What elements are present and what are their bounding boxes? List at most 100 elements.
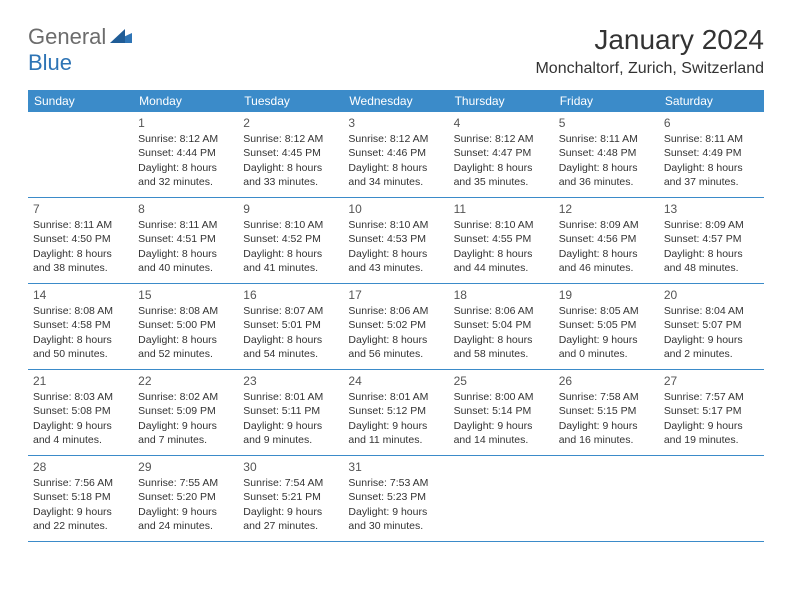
- sunrise-text: Sunrise: 7:57 AM: [664, 390, 759, 404]
- daylight-text: Daylight: 9 hours: [138, 419, 233, 433]
- daylight-text: and 14 minutes.: [454, 433, 549, 447]
- day-number: 29: [138, 459, 233, 475]
- day-number: 16: [243, 287, 338, 303]
- day-cell: 12Sunrise: 8:09 AMSunset: 4:56 PMDayligh…: [554, 198, 659, 283]
- weekday-header: Friday: [554, 90, 659, 112]
- sunset-text: Sunset: 4:48 PM: [559, 146, 654, 160]
- day-number: 12: [559, 201, 654, 217]
- weekday-header: Sunday: [28, 90, 133, 112]
- daylight-text: Daylight: 8 hours: [243, 333, 338, 347]
- day-number: 17: [348, 287, 443, 303]
- week-row: 1Sunrise: 8:12 AMSunset: 4:44 PMDaylight…: [28, 112, 764, 198]
- sunrise-text: Sunrise: 8:07 AM: [243, 304, 338, 318]
- daylight-text: and 37 minutes.: [664, 175, 759, 189]
- month-title: January 2024: [535, 24, 764, 56]
- sunrise-text: Sunrise: 7:54 AM: [243, 476, 338, 490]
- sunset-text: Sunset: 4:47 PM: [454, 146, 549, 160]
- day-number: 2: [243, 115, 338, 131]
- daylight-text: and 38 minutes.: [33, 261, 128, 275]
- sunset-text: Sunset: 4:56 PM: [559, 232, 654, 246]
- day-number: 5: [559, 115, 654, 131]
- sunrise-text: Sunrise: 8:05 AM: [559, 304, 654, 318]
- day-cell: 27Sunrise: 7:57 AMSunset: 5:17 PMDayligh…: [659, 370, 764, 455]
- daylight-text: Daylight: 9 hours: [559, 419, 654, 433]
- sunset-text: Sunset: 4:58 PM: [33, 318, 128, 332]
- day-number: 27: [664, 373, 759, 389]
- week-row: 21Sunrise: 8:03 AMSunset: 5:08 PMDayligh…: [28, 370, 764, 456]
- daylight-text: and 2 minutes.: [664, 347, 759, 361]
- sunset-text: Sunset: 5:04 PM: [454, 318, 549, 332]
- sunrise-text: Sunrise: 8:08 AM: [33, 304, 128, 318]
- day-cell: 24Sunrise: 8:01 AMSunset: 5:12 PMDayligh…: [343, 370, 448, 455]
- daylight-text: Daylight: 9 hours: [348, 505, 443, 519]
- daylight-text: and 19 minutes.: [664, 433, 759, 447]
- daylight-text: Daylight: 8 hours: [33, 333, 128, 347]
- daylight-text: and 40 minutes.: [138, 261, 233, 275]
- daylight-text: and 50 minutes.: [33, 347, 128, 361]
- day-number: 1: [138, 115, 233, 131]
- daylight-text: and 41 minutes.: [243, 261, 338, 275]
- location: Monchaltorf, Zurich, Switzerland: [535, 60, 764, 78]
- day-cell: 7Sunrise: 8:11 AMSunset: 4:50 PMDaylight…: [28, 198, 133, 283]
- day-cell: 28Sunrise: 7:56 AMSunset: 5:18 PMDayligh…: [28, 456, 133, 541]
- daylight-text: Daylight: 8 hours: [138, 161, 233, 175]
- day-cell: 31Sunrise: 7:53 AMSunset: 5:23 PMDayligh…: [343, 456, 448, 541]
- sunrise-text: Sunrise: 7:55 AM: [138, 476, 233, 490]
- title-block: January 2024 Monchaltorf, Zurich, Switze…: [535, 24, 764, 78]
- daylight-text: Daylight: 8 hours: [33, 247, 128, 261]
- sunrise-text: Sunrise: 8:00 AM: [454, 390, 549, 404]
- sunset-text: Sunset: 5:02 PM: [348, 318, 443, 332]
- day-cell: [449, 456, 554, 541]
- sunset-text: Sunset: 5:12 PM: [348, 404, 443, 418]
- day-cell: 25Sunrise: 8:00 AMSunset: 5:14 PMDayligh…: [449, 370, 554, 455]
- daylight-text: Daylight: 8 hours: [243, 247, 338, 261]
- sunset-text: Sunset: 5:08 PM: [33, 404, 128, 418]
- sunrise-text: Sunrise: 8:09 AM: [559, 218, 654, 232]
- daylight-text: Daylight: 9 hours: [348, 419, 443, 433]
- day-number: 11: [454, 201, 549, 217]
- sunset-text: Sunset: 5:21 PM: [243, 490, 338, 504]
- day-number: 18: [454, 287, 549, 303]
- daylight-text: and 52 minutes.: [138, 347, 233, 361]
- day-cell: 17Sunrise: 8:06 AMSunset: 5:02 PMDayligh…: [343, 284, 448, 369]
- sunrise-text: Sunrise: 8:11 AM: [559, 132, 654, 146]
- sunrise-text: Sunrise: 7:58 AM: [559, 390, 654, 404]
- sunset-text: Sunset: 4:45 PM: [243, 146, 338, 160]
- day-cell: 3Sunrise: 8:12 AMSunset: 4:46 PMDaylight…: [343, 112, 448, 197]
- sunset-text: Sunset: 5:23 PM: [348, 490, 443, 504]
- day-number: 13: [664, 201, 759, 217]
- sunset-text: Sunset: 5:07 PM: [664, 318, 759, 332]
- daylight-text: and 24 minutes.: [138, 519, 233, 533]
- day-number: 10: [348, 201, 443, 217]
- sunset-text: Sunset: 4:52 PM: [243, 232, 338, 246]
- weekday-header: Tuesday: [238, 90, 343, 112]
- daylight-text: and 32 minutes.: [138, 175, 233, 189]
- daylight-text: Daylight: 8 hours: [138, 247, 233, 261]
- weekday-header: Saturday: [659, 90, 764, 112]
- day-cell: 23Sunrise: 8:01 AMSunset: 5:11 PMDayligh…: [238, 370, 343, 455]
- day-cell: 5Sunrise: 8:11 AMSunset: 4:48 PMDaylight…: [554, 112, 659, 197]
- daylight-text: Daylight: 9 hours: [138, 505, 233, 519]
- daylight-text: Daylight: 8 hours: [454, 333, 549, 347]
- sunrise-text: Sunrise: 8:12 AM: [348, 132, 443, 146]
- day-number: 9: [243, 201, 338, 217]
- day-cell: [554, 456, 659, 541]
- day-cell: [659, 456, 764, 541]
- sunrise-text: Sunrise: 8:01 AM: [348, 390, 443, 404]
- daylight-text: Daylight: 9 hours: [454, 419, 549, 433]
- sunset-text: Sunset: 4:49 PM: [664, 146, 759, 160]
- calendar-grid: Sunday Monday Tuesday Wednesday Thursday…: [28, 90, 764, 542]
- daylight-text: Daylight: 8 hours: [664, 161, 759, 175]
- daylight-text: and 27 minutes.: [243, 519, 338, 533]
- daylight-text: Daylight: 9 hours: [559, 333, 654, 347]
- day-cell: 16Sunrise: 8:07 AMSunset: 5:01 PMDayligh…: [238, 284, 343, 369]
- daylight-text: Daylight: 8 hours: [348, 247, 443, 261]
- sunset-text: Sunset: 4:44 PM: [138, 146, 233, 160]
- daylight-text: Daylight: 9 hours: [664, 333, 759, 347]
- sunset-text: Sunset: 5:15 PM: [559, 404, 654, 418]
- sunrise-text: Sunrise: 8:06 AM: [348, 304, 443, 318]
- day-cell: 8Sunrise: 8:11 AMSunset: 4:51 PMDaylight…: [133, 198, 238, 283]
- daylight-text: and 22 minutes.: [33, 519, 128, 533]
- sunrise-text: Sunrise: 8:10 AM: [348, 218, 443, 232]
- sunset-text: Sunset: 4:50 PM: [33, 232, 128, 246]
